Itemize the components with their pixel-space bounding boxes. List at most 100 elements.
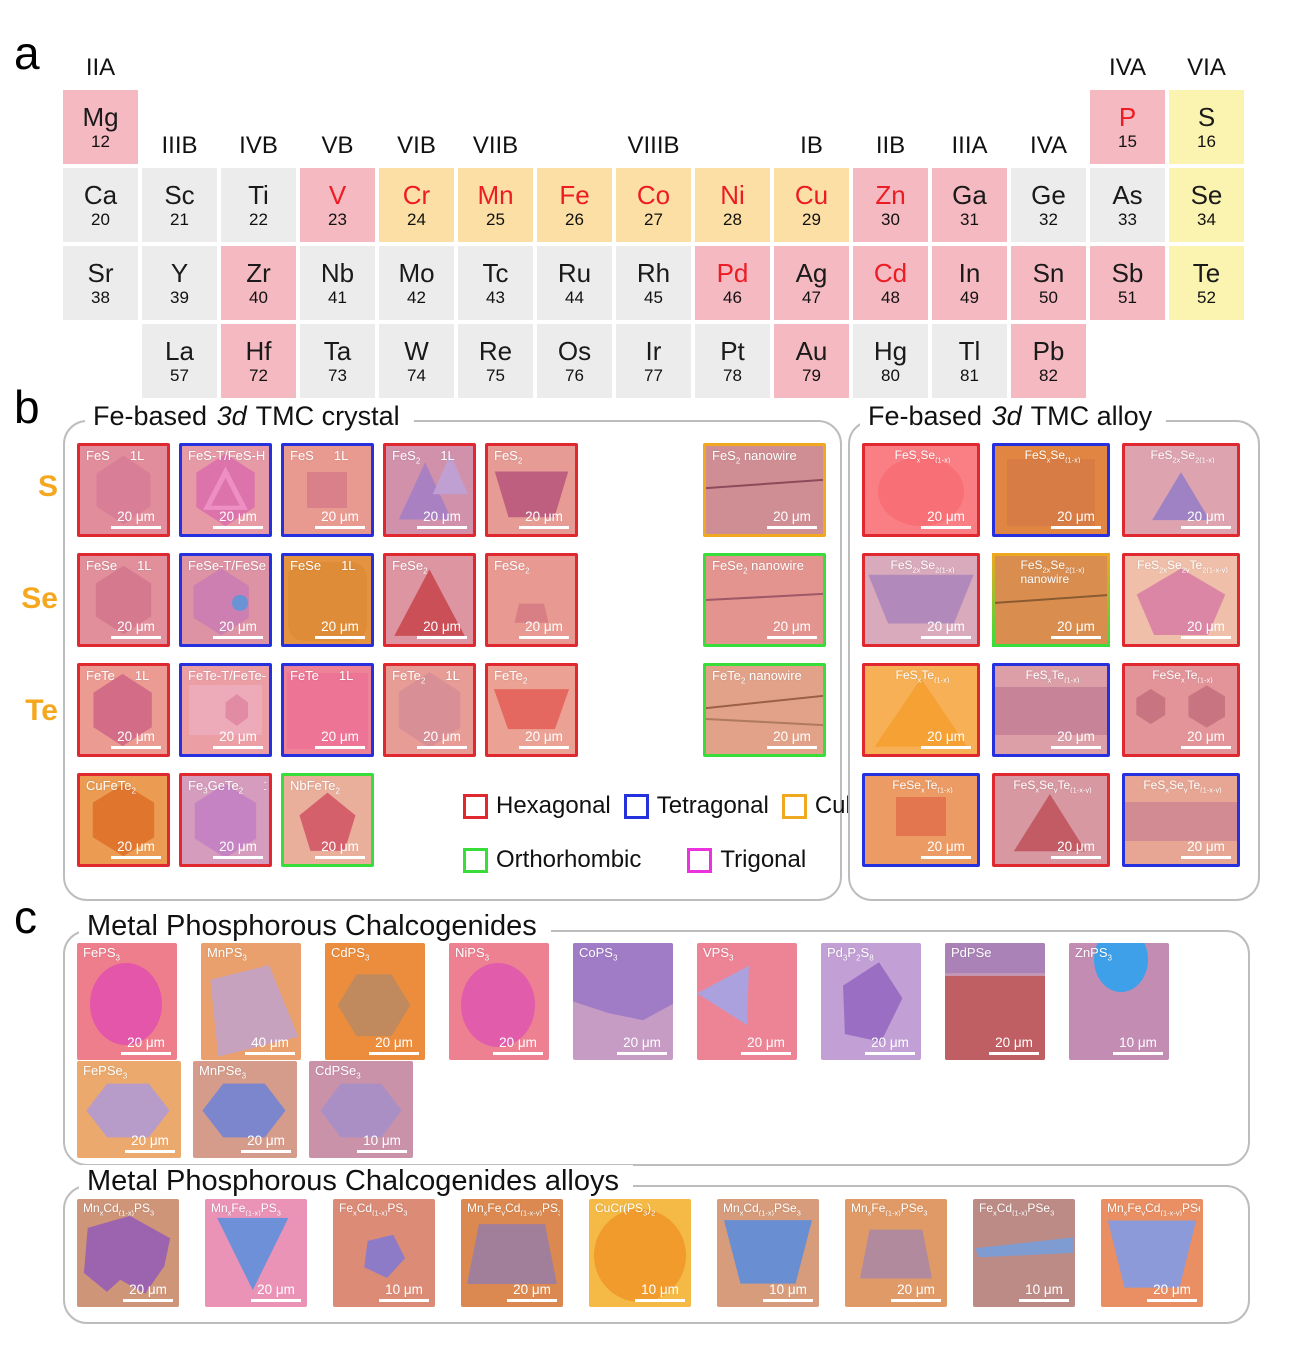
element-os: Os 76 (537, 324, 612, 398)
micrograph-fese2-nanowire: FeSe2 nanowire 20 μm (703, 553, 826, 647)
title-text: Fe-based (93, 401, 215, 431)
element-number: 42 (407, 288, 426, 308)
group-header-iib: IIB (875, 132, 906, 159)
scale-text: 20 μm (525, 728, 563, 744)
micrograph-fete2: FeTe2 20 μm (485, 663, 578, 757)
micrograph-mnps3: MnPS3 40 μm (201, 943, 301, 1060)
layer-tag: 1L (129, 449, 145, 463)
tmc-crystal-title: Fe-based 3d TMC crystal (85, 401, 414, 432)
scale-bar (921, 635, 971, 639)
element-symbol: Ru (557, 257, 592, 288)
crystal-system-swatch-tetragonal (623, 793, 649, 819)
scale-bar (315, 525, 365, 529)
micrograph-fes2xse2-1-x-nanowire: FeS2xSe2(1-x) nanowire 20 μm (992, 553, 1110, 647)
panel-label-b: b (14, 381, 40, 433)
group-header-ib: IB (800, 132, 823, 159)
alloy-row-3: FeSexTe(1-x) 20 μm FeSxSeyTe(1-x-y) 20 μm Fe… (862, 773, 1240, 867)
element-number: 51 (1118, 288, 1137, 308)
element-as: As 33 (1090, 168, 1165, 242)
micrograph-fese-t-fese-h: FeSe-T/FeSe-H 20 μm (179, 553, 272, 647)
element-number: 26 (565, 210, 584, 230)
micrograph-fete2-nanowire: FeTe2 nanowire 20 μm (703, 663, 826, 757)
element-pd: Pd 46 (695, 246, 770, 320)
scale-text: 10 μm (1025, 1281, 1063, 1297)
tile-label-text: FeSxSeyTe(1-x-y) (1013, 779, 1092, 793)
element-number: 57 (170, 366, 189, 386)
scale-text: 10 μm (641, 1281, 679, 1297)
micrograph-fes2: FeS2 1L 20 μm (383, 443, 476, 537)
scale-bar (635, 1298, 685, 1302)
scale-bar-label: 20 μm (1181, 839, 1231, 859)
tile-label: NiPS3 (455, 946, 546, 961)
scale-bar-label: 20 μm (865, 1035, 915, 1055)
scale-text: 20 μm (927, 618, 965, 634)
crystal-flake (706, 693, 823, 711)
tile-label-text: MnPSe3 (199, 1064, 247, 1079)
micrograph-fesxte-1-x: FeSxTe(1-x) 20 μm (992, 663, 1110, 757)
title-italic-3d: 3d (991, 401, 1022, 431)
tile-label: FeTe2 nanowire (712, 669, 820, 684)
tile-label-text: FeS2xSe2yTe2(1-x-y) (1137, 559, 1228, 573)
scale-bar-label: 20 μm (213, 508, 263, 529)
tile-label-text: FeSxTe(1-x) (1025, 669, 1080, 683)
group-header-ivb: IVB (239, 132, 278, 159)
element-sr: Sr 38 (63, 246, 138, 320)
element-cd: Cd 48 (853, 246, 928, 320)
layer-tag: 1L (137, 559, 152, 573)
micrograph-fesxte-1-x: FeSxTe(1-x) 20 μm (862, 663, 980, 757)
scale-bar (519, 745, 569, 749)
title-italic-3d: 3d (216, 401, 247, 431)
group-header-iia: IIA (85, 54, 116, 81)
crystal-flake (306, 472, 347, 508)
chalcogen-row-label-te: Te (25, 694, 58, 727)
element-te: Te 52 (1169, 246, 1244, 320)
scale-bar (315, 635, 365, 639)
element-number: 33 (1118, 210, 1137, 230)
tile-label-text: Pd3P2S8 (827, 946, 874, 961)
scale-text: 20 μm (995, 1034, 1033, 1050)
scale-bar (519, 525, 569, 529)
tile-label: FeSe 1L (86, 559, 164, 574)
scale-text: 20 μm (423, 618, 461, 634)
crystal-flake (461, 962, 535, 1048)
tile-label-text: MnxFeyCd(1-x-y)PS3 (467, 1202, 560, 1216)
tile-label-text: FeSxSeyTe(1-x-y) (1143, 779, 1222, 793)
scale-bar-label: 20 μm (921, 839, 971, 859)
crystal-system-swatch-orthorhombic (463, 847, 488, 873)
crystal-flake (995, 593, 1107, 605)
scale-text: 20 μm (321, 618, 359, 634)
scale-bar (213, 745, 263, 749)
element-symbol: Os (557, 335, 592, 366)
scale-bar (763, 1298, 813, 1302)
scale-bar (1181, 635, 1231, 639)
scale-bar (213, 855, 263, 859)
micrograph-fete-t-fete-h: FeTe-T/FeTe-H 20 μm (179, 663, 272, 757)
alloy-row-1: FeS2xSe2(1-x) 20 μm FeS2xSe2(1-x) nanowire 2… (862, 553, 1240, 647)
scale-text: 20 μm (1057, 618, 1095, 634)
scale-bar (1051, 855, 1101, 859)
micrograph-fes: FeS 1L 20 μm (281, 443, 374, 537)
crystal-flake (338, 969, 411, 1041)
tile-label-text: FexCd(1-x)PSe3 (979, 1202, 1055, 1216)
micrograph-cops3: CoPS3 20 μm (573, 943, 673, 1060)
element-number: 32 (1039, 210, 1058, 230)
scale-text: 20 μm (1187, 618, 1225, 634)
element-pt: Pt 78 (695, 324, 770, 398)
element-symbol: Ir (645, 335, 662, 366)
tile-label-text: MnxFeyCd(1-x-y)PSe3 (1107, 1202, 1200, 1216)
tile-label: MnxFe(1-x)PSe3 (851, 1202, 944, 1216)
scale-text: 20 μm (423, 728, 461, 744)
crystal-flake (896, 797, 946, 836)
crystal-flake (493, 689, 570, 730)
micrograph-fete: FeTe 1L 20 μm (77, 663, 170, 757)
tile-label: FeSxSe(1-x) (871, 449, 974, 463)
tile-label-text: FeS (86, 449, 110, 463)
element-se: Se 34 (1169, 168, 1244, 242)
tile-label-text: FePS3 (83, 946, 120, 961)
tile-label-text: FeTe2 (392, 669, 426, 684)
scale-bar (741, 1051, 791, 1055)
layer-tag: 1L (440, 449, 455, 463)
element-symbol: Pb (1032, 335, 1065, 366)
scale-text: 20 μm (219, 508, 257, 524)
element-number: 39 (170, 288, 189, 308)
